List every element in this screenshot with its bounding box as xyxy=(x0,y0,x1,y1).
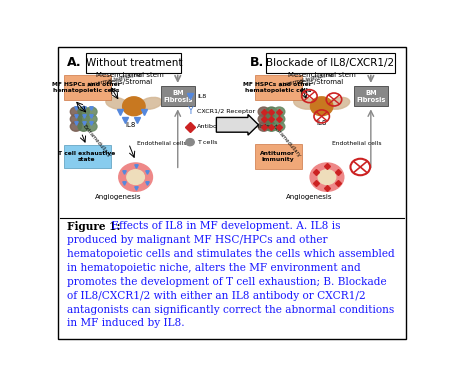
Text: Without treatment: Without treatment xyxy=(86,58,182,68)
Circle shape xyxy=(78,122,89,131)
Circle shape xyxy=(274,122,285,131)
Text: IL8: IL8 xyxy=(317,120,327,126)
Circle shape xyxy=(127,170,145,185)
Text: produced by malignant MF HSC/HPCs and other: produced by malignant MF HSC/HPCs and ot… xyxy=(67,235,328,245)
Circle shape xyxy=(70,107,82,116)
Ellipse shape xyxy=(328,97,350,109)
FancyBboxPatch shape xyxy=(58,47,406,339)
FancyBboxPatch shape xyxy=(64,146,111,169)
Circle shape xyxy=(186,139,194,146)
Circle shape xyxy=(258,122,270,131)
FancyArrow shape xyxy=(217,115,259,135)
Text: T cells: T cells xyxy=(197,140,217,145)
Text: Extramedullary: Extramedullary xyxy=(82,124,112,158)
FancyBboxPatch shape xyxy=(255,75,302,100)
Text: Y: Y xyxy=(187,106,193,116)
Text: IL8: IL8 xyxy=(197,93,206,99)
Circle shape xyxy=(86,122,97,131)
Circle shape xyxy=(70,122,82,131)
Text: Figure 1:: Figure 1: xyxy=(67,221,120,232)
FancyBboxPatch shape xyxy=(255,144,302,169)
Text: in hematopoietic niche, alters the MF environment and: in hematopoietic niche, alters the MF en… xyxy=(67,263,361,273)
Circle shape xyxy=(318,170,336,185)
Ellipse shape xyxy=(140,97,162,109)
Text: Mesenchymal stem
cells/Stromal: Mesenchymal stem cells/Stromal xyxy=(96,72,164,85)
Text: Blockade of IL8/CXCR1/2: Blockade of IL8/CXCR1/2 xyxy=(266,58,395,68)
Text: Antitumor
Immunity: Antitumor Immunity xyxy=(260,151,295,162)
Text: in MF induced by IL8.: in MF induced by IL8. xyxy=(67,318,185,329)
Circle shape xyxy=(274,107,285,116)
Text: T cell exhaustive
state: T cell exhaustive state xyxy=(58,151,115,162)
Circle shape xyxy=(86,107,97,116)
Text: A.: A. xyxy=(67,56,82,69)
Circle shape xyxy=(274,115,285,124)
Text: of IL8/CXCR1/2 with either an IL8 antibody or CXCR1/2: of IL8/CXCR1/2 with either an IL8 antibo… xyxy=(67,291,366,301)
Circle shape xyxy=(266,115,277,124)
Text: B.: B. xyxy=(250,56,264,69)
Text: BM
Fibrosis: BM Fibrosis xyxy=(356,90,386,103)
Text: Mesenchymal stem
cells/Stromal: Mesenchymal stem cells/Stromal xyxy=(288,72,356,85)
Text: Angiogenesis: Angiogenesis xyxy=(95,194,141,200)
Circle shape xyxy=(258,107,270,116)
FancyBboxPatch shape xyxy=(354,87,388,106)
Circle shape xyxy=(78,115,89,124)
FancyBboxPatch shape xyxy=(87,53,181,73)
Text: Endothelial cells: Endothelial cells xyxy=(137,141,187,146)
Text: Abnormal trafficking: Abnormal trafficking xyxy=(87,72,142,88)
FancyBboxPatch shape xyxy=(265,53,395,73)
Ellipse shape xyxy=(106,97,128,109)
Text: Endothelial cells: Endothelial cells xyxy=(332,141,381,146)
Circle shape xyxy=(266,122,277,131)
FancyBboxPatch shape xyxy=(64,75,111,100)
Circle shape xyxy=(70,115,82,124)
Text: Abnormal trafficking: Abnormal trafficking xyxy=(279,72,333,88)
Text: MF HSPCs and other
hematopoietic cells: MF HSPCs and other hematopoietic cells xyxy=(244,82,312,93)
Text: Antibodies/antagonists: Antibodies/antagonists xyxy=(197,124,271,129)
Text: BM
Fibrosis: BM Fibrosis xyxy=(163,90,193,103)
Text: antagonists can significantly correct the abnormal conditions: antagonists can significantly correct th… xyxy=(67,304,395,314)
Text: promotes the development of T cell exhaustion; B. Blockade: promotes the development of T cell exhau… xyxy=(67,277,387,287)
Circle shape xyxy=(266,107,277,116)
FancyBboxPatch shape xyxy=(161,87,195,106)
Circle shape xyxy=(258,115,270,124)
Circle shape xyxy=(119,163,153,191)
Circle shape xyxy=(310,163,344,191)
Text: Effects of IL8 in MF development. A. IL8 is: Effects of IL8 in MF development. A. IL8… xyxy=(107,221,340,231)
Text: CXCR1/2 Receptor: CXCR1/2 Receptor xyxy=(197,109,255,114)
Circle shape xyxy=(78,107,89,116)
Text: MF HSPCs and other
hematopoietic cells: MF HSPCs and other hematopoietic cells xyxy=(52,82,121,93)
Circle shape xyxy=(310,97,333,116)
Text: Angiogenesis: Angiogenesis xyxy=(286,194,333,200)
Circle shape xyxy=(86,115,97,124)
Circle shape xyxy=(123,97,145,116)
Ellipse shape xyxy=(294,97,316,109)
Text: IL8: IL8 xyxy=(125,123,135,128)
Text: hematopoietic cells and stimulates the cells which assembled: hematopoietic cells and stimulates the c… xyxy=(67,249,395,259)
Text: Extramedullary: Extramedullary xyxy=(271,124,302,158)
